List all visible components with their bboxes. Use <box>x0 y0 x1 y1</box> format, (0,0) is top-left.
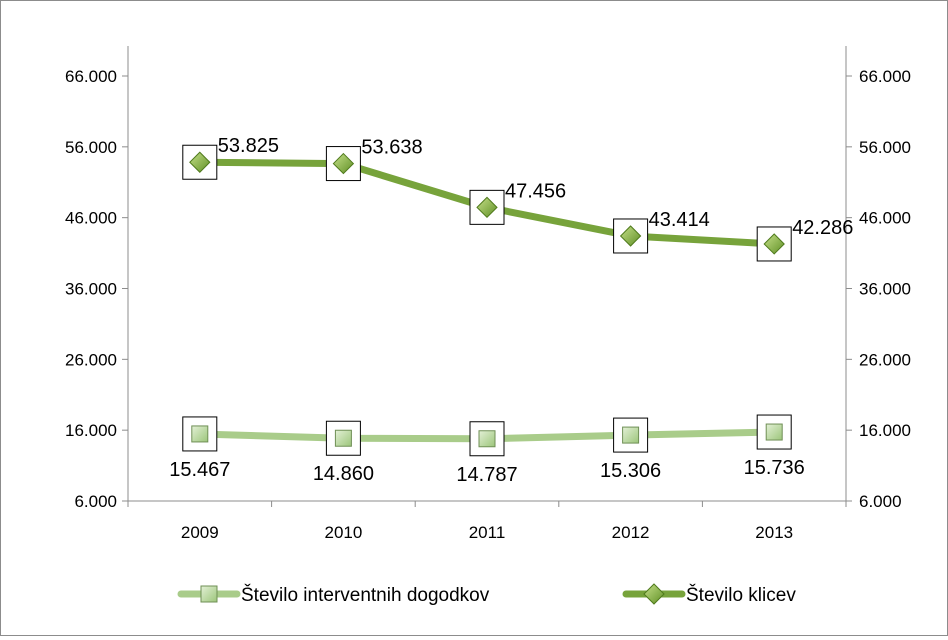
diamond-marker <box>189 151 211 173</box>
data-label: 15.306 <box>600 460 661 482</box>
data-point <box>325 420 361 456</box>
diamond-marker <box>619 225 642 247</box>
legend-marker <box>643 583 665 605</box>
legend-label: Število interventnih dogodkov <box>241 584 490 606</box>
x-tick-label: 2012 <box>612 523 650 542</box>
y-tick-label-right: 56.000 <box>859 138 911 157</box>
data-point <box>613 218 649 254</box>
legend-marker <box>200 585 218 603</box>
data-point <box>756 414 792 450</box>
diamond-marker <box>332 152 355 175</box>
diamond-marker <box>643 583 665 605</box>
data-point <box>469 189 505 225</box>
data-point <box>182 416 218 452</box>
square-marker <box>478 430 496 448</box>
square-marker <box>765 423 783 441</box>
data-label: 53.825 <box>218 135 279 157</box>
marker-frame <box>469 189 505 225</box>
data-label: 42.286 <box>792 217 853 239</box>
data-label: 14.787 <box>456 464 517 486</box>
data-point <box>756 226 792 262</box>
x-tick-label: 2013 <box>755 523 793 542</box>
data-label: 15.736 <box>744 457 805 479</box>
marker-frame <box>613 417 649 453</box>
data-label: 53.638 <box>361 137 422 159</box>
diamond-marker <box>763 233 785 255</box>
legend-item: Število interventnih dogodkov <box>177 584 490 606</box>
y-tick-label-right: 46.000 <box>859 209 911 228</box>
y-tick-label-right: 26.000 <box>859 350 911 369</box>
data-point <box>469 421 505 457</box>
square-marker <box>622 426 640 444</box>
x-tick-label: 2011 <box>469 523 506 542</box>
legend-item: Število klicev <box>622 583 796 606</box>
y-tick-label-left: 36.000 <box>65 280 117 299</box>
y-tick-label-right: 36.000 <box>859 280 911 299</box>
data-label: 15.467 <box>169 459 230 481</box>
square-marker <box>191 425 209 443</box>
data-point <box>182 144 218 180</box>
data-label: 43.414 <box>649 209 710 231</box>
y-tick-label-left: 16.000 <box>65 421 117 440</box>
marker-frame <box>469 421 505 457</box>
data-point <box>613 417 649 453</box>
y-tick-label-right: 6.000 <box>859 492 902 511</box>
data-label: 14.860 <box>313 463 374 485</box>
diamond-marker <box>476 196 498 219</box>
y-tick-label-right: 66.000 <box>859 67 911 86</box>
y-tick-label-left: 56.000 <box>65 138 117 157</box>
marker-frame <box>325 146 361 182</box>
y-tick-label-left: 6.000 <box>74 492 117 511</box>
data-point <box>325 146 361 182</box>
y-tick-label-right: 16.000 <box>859 421 911 440</box>
y-tick-label-left: 66.000 <box>65 67 117 86</box>
y-tick-label-left: 26.000 <box>65 350 117 369</box>
square-marker <box>200 585 218 603</box>
x-tick-label: 2010 <box>324 523 362 542</box>
legend-label: Število klicev <box>686 584 796 606</box>
data-label: 47.456 <box>505 180 566 202</box>
square-marker <box>334 429 352 447</box>
y-tick-label-left: 46.000 <box>65 209 117 228</box>
x-tick-label: 2009 <box>181 523 219 542</box>
